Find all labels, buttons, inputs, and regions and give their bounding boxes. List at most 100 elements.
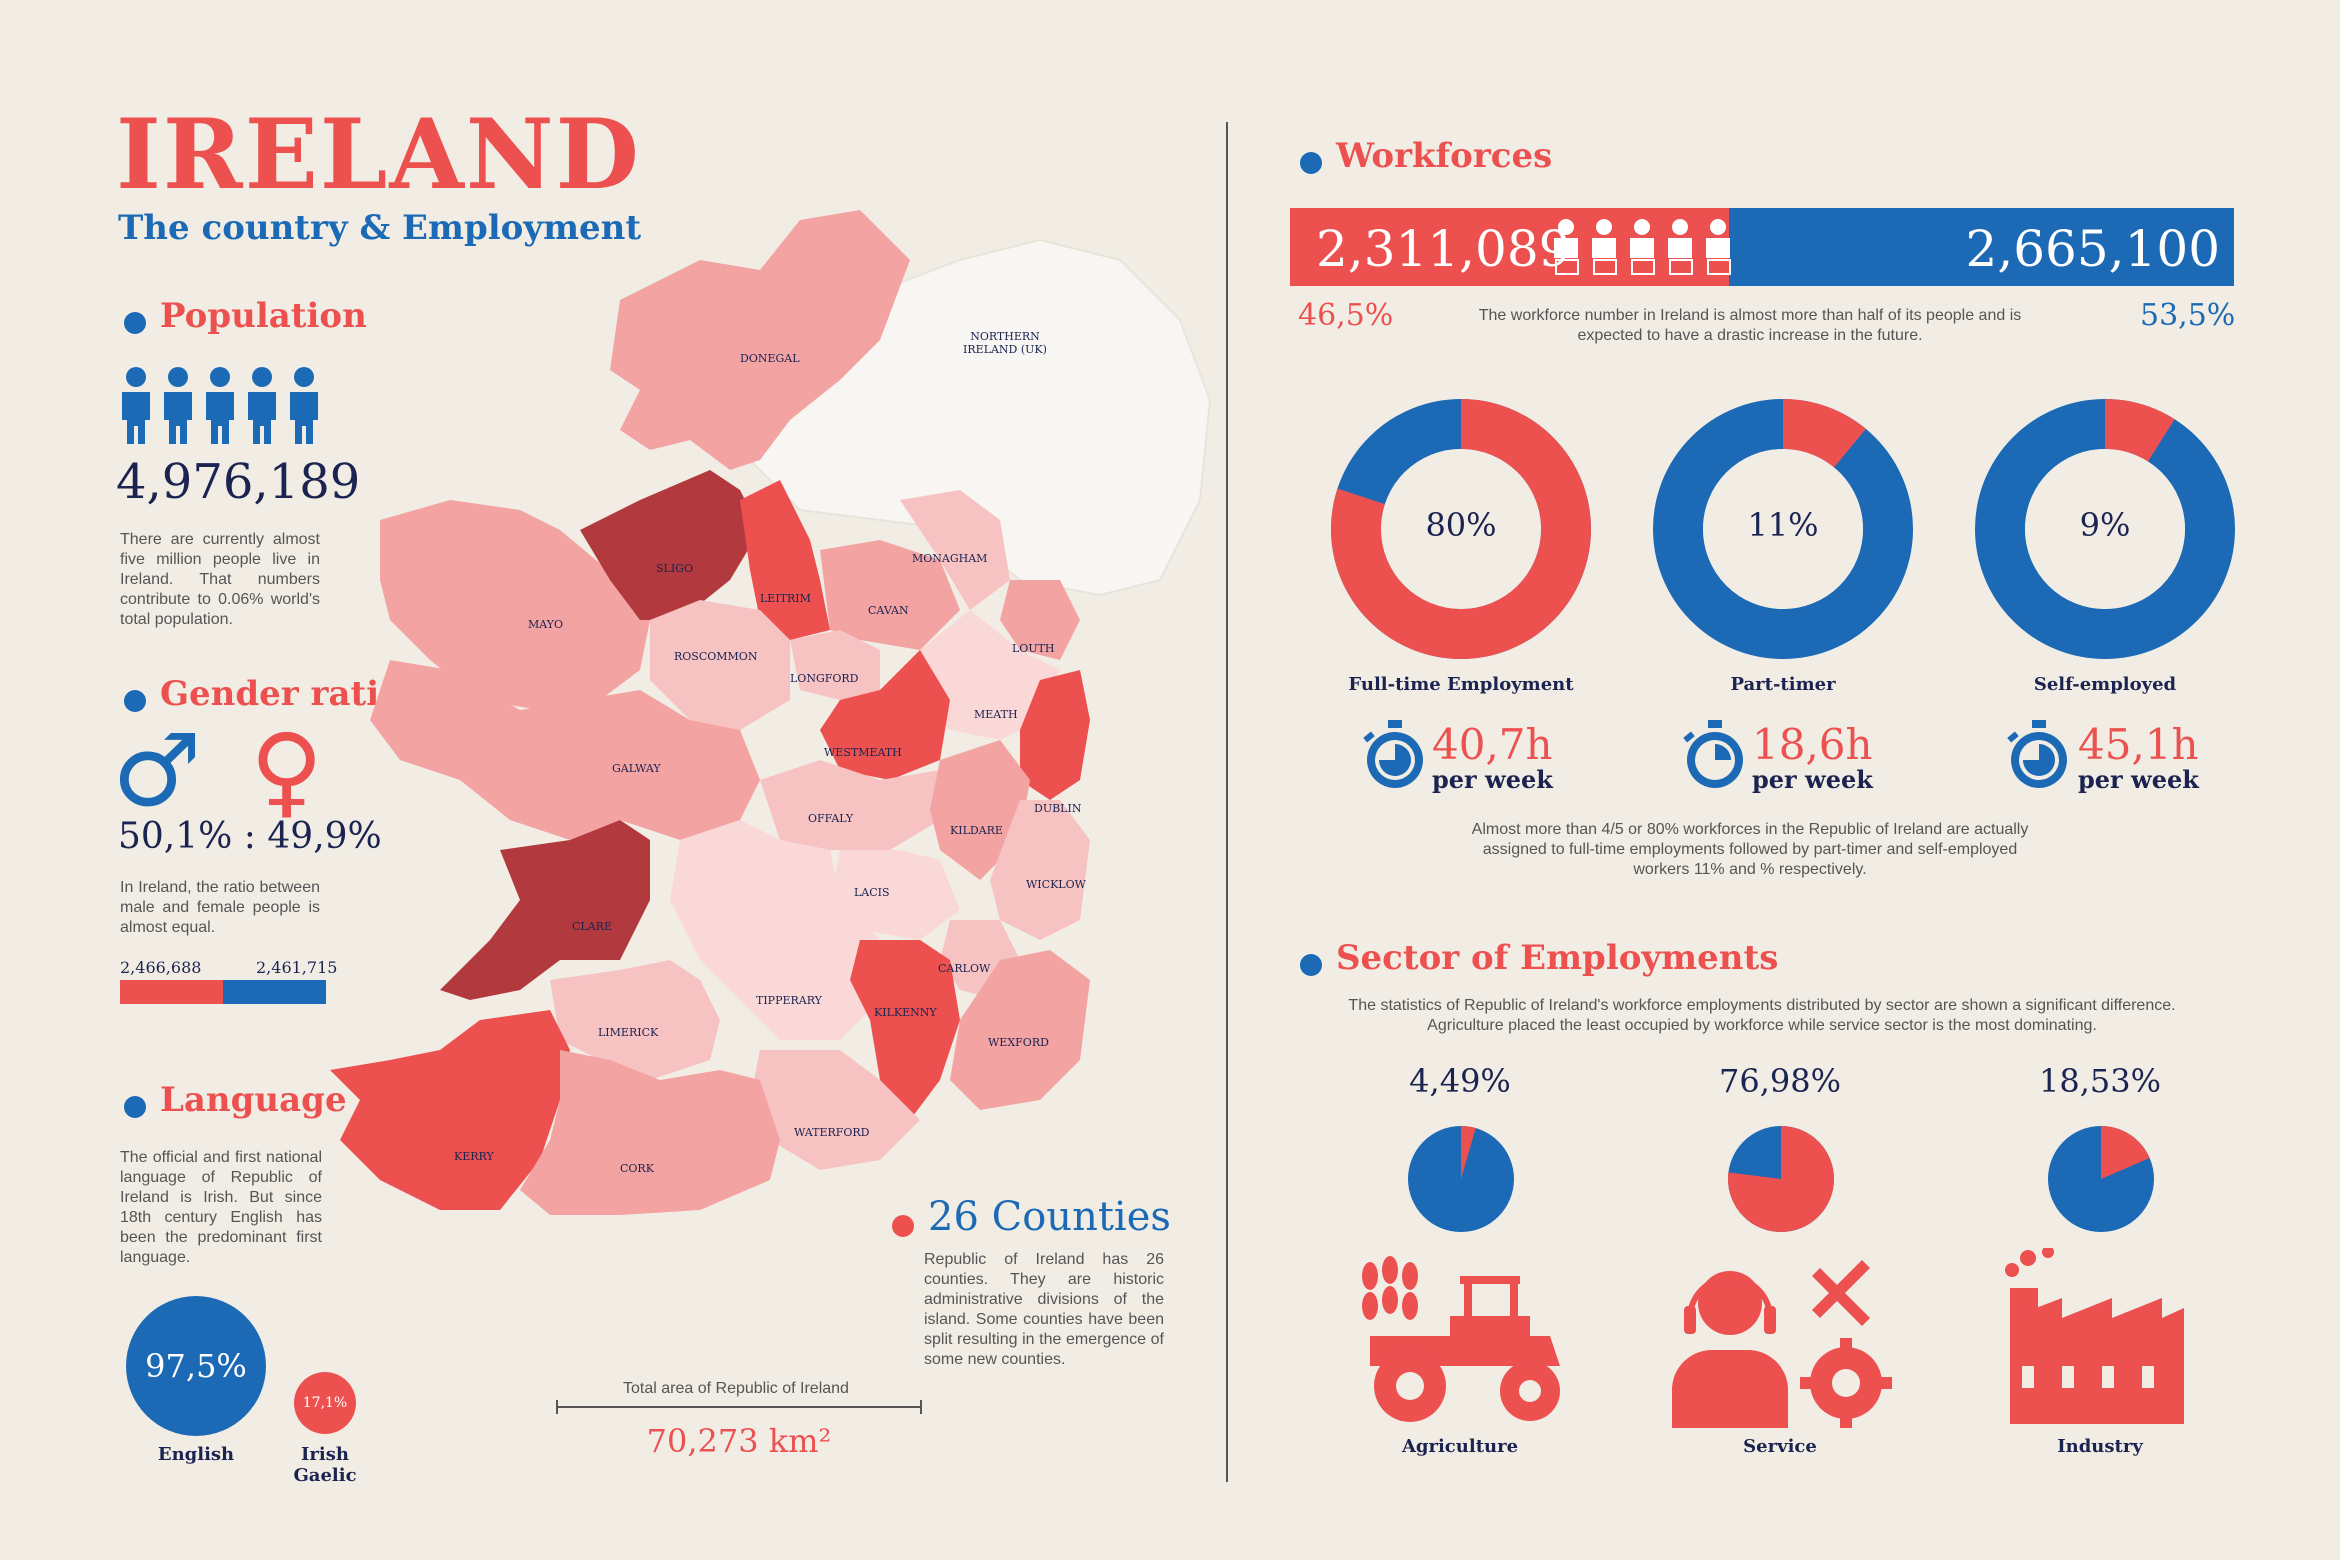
stopwatch-icon [1363,720,1423,788]
english-pct: 97,5% [145,1347,247,1385]
sector-pie-service [1728,1126,1834,1232]
column-divider [1226,122,1228,1482]
workers-icon [1554,219,1731,275]
pie-slice-agriculture [1461,1126,1476,1179]
gender-ratio-value: 50,1% : 49,9% [118,816,382,857]
employment-donut-part-timer [1653,399,1913,659]
area-value: 70,273 km² [646,1422,832,1460]
sector-pie-industry [2048,1126,2154,1232]
county-label-northern-ireland: NORTHERN IRELAND (UK) [963,330,1047,356]
workforce-bar-left-fill [1290,208,1729,286]
sector-label-agriculture: Agriculture [1401,1436,1519,1457]
map-region-offaly [760,760,940,850]
female-count: 2,461,715 [256,958,338,977]
map-region-cork [520,1050,780,1215]
stopwatch-icon [2007,720,2067,788]
gaelic-bubble: 17,1% [294,1372,356,1434]
donut-label-self-employed: Self-employed [2033,674,2177,695]
stopwatch-icon [1683,720,1743,788]
map-region-louth [1000,580,1080,660]
sector-pie-agriculture [1408,1126,1514,1232]
map-region-monaghan [900,490,1010,610]
map-region-kilkenny [850,940,960,1120]
employment-donut-full-time [1331,399,1591,659]
counties-text: Republic of Ireland has 26 counties. The… [924,1251,1164,1368]
map-region-wexford [950,950,1090,1110]
county-label-cavan: CAVAN [868,604,909,617]
donut-pct-part-timer: 11% [1747,506,1819,544]
county-label-leitrim: LEITRIM [760,592,811,605]
people-icon [122,367,318,444]
map-region-leitrim [740,480,830,640]
county-label-lacis: LACIS [854,886,890,899]
workforces-section: Workforces [1300,136,1552,176]
donut-label-full-time: Full-time Employment [1348,674,1574,695]
counties-section: 26 Counties [892,1194,1171,1240]
population-value: 4,976,189 [116,454,361,510]
workforce-right-pct: 53,5% [2140,298,2236,333]
gender-heading: Gender ratio [160,674,402,714]
hours-self-employed: 45,1h [2078,720,2199,769]
county-label-louth: LOUTH [1012,642,1055,655]
donut-arc-self-employed [1975,399,2235,659]
bullet-icon [892,1214,914,1237]
ireland-map [330,210,1212,1215]
map-region-wicklow [990,800,1090,940]
county-label-kilkenny: KILKENNY [874,1006,937,1019]
map-region-galway [370,660,760,840]
map-region-mayo [380,500,650,710]
sectors-section: Sector of Employments [1300,938,1778,978]
map-region-clare [440,820,650,1000]
workforce-right-value: 2,665,100 [1965,220,2220,278]
map-region-laois [830,850,960,940]
donut-arc-full-time [1331,399,1591,659]
male-count: 2,466,688 [120,958,202,977]
county-label-monagham: MONAGHAM [912,552,988,565]
bullet-icon [1300,953,1322,976]
gaelic-pct: 17,1% [302,1395,348,1411]
population-section: Population [124,296,367,336]
county-label-clare: CLARE [572,920,612,933]
donut-pct-self-employed: 9% [2079,506,2131,544]
workforce-left-value: 2,311,089 [1316,220,1571,278]
counties-heading: 26 Counties [928,1194,1171,1240]
donut-label-part-timer: Part-timer [1730,674,1836,695]
gender-section: Gender ratio [124,674,402,714]
language-heading: Language [160,1080,347,1120]
map-region-waterford [750,1050,920,1170]
county-label-limerick: LIMERICK [598,1026,659,1039]
county-label-meath: MEATH [974,708,1018,721]
map-region-longford [790,630,880,700]
sector-pct-industry: 18,53% [2038,1062,2161,1100]
county-label-westmeath: WESTMEATH [824,746,902,759]
gender-text: In Ireland, the ratio between male and f… [120,879,320,936]
county-label-longford: LONGFORD [790,672,859,685]
map-region-donegal [610,210,910,470]
population-text: There are currently almost five million … [120,531,320,628]
county-label-mayo: MAYO [528,618,564,631]
workforces-heading: Workforces [1336,136,1553,176]
map-region-limerick [550,960,720,1080]
county-label-kerry: KERRY [454,1150,494,1163]
language-text: The official and first national language… [120,1149,322,1266]
per-week-self-employed: per week [2078,765,2199,794]
workforce-text: The workforce number in Ireland is almos… [1478,307,2022,344]
county-label-offaly: OFFALY [808,812,854,825]
male-icon: ♂ [112,712,202,829]
english-label: English [157,1444,235,1465]
area-scale-line [556,1406,922,1408]
area-label: Total area of Republic of Ireland [623,1380,849,1397]
sectors-text-1: The statistics of Republic of Ireland's … [1348,997,2176,1014]
bullet-icon [124,311,146,334]
bullet-icon [124,1095,146,1118]
county-label-cork: CORK [620,1162,654,1175]
county-label-tipperary: TIPPERARY [756,994,822,1007]
hours-full-time: 40,7h [1432,720,1553,769]
map-region-sligo [580,470,760,620]
per-week-part-timer: per week [1752,765,1873,794]
sector-label-service: Service [1743,1436,1817,1457]
tractor-icon [1362,1256,1560,1422]
female-icon: ♀ [250,712,324,829]
sectors-text-2: Agriculture placed the least occupied by… [1427,1017,2097,1034]
per-week-full-time: per week [1432,765,1553,794]
